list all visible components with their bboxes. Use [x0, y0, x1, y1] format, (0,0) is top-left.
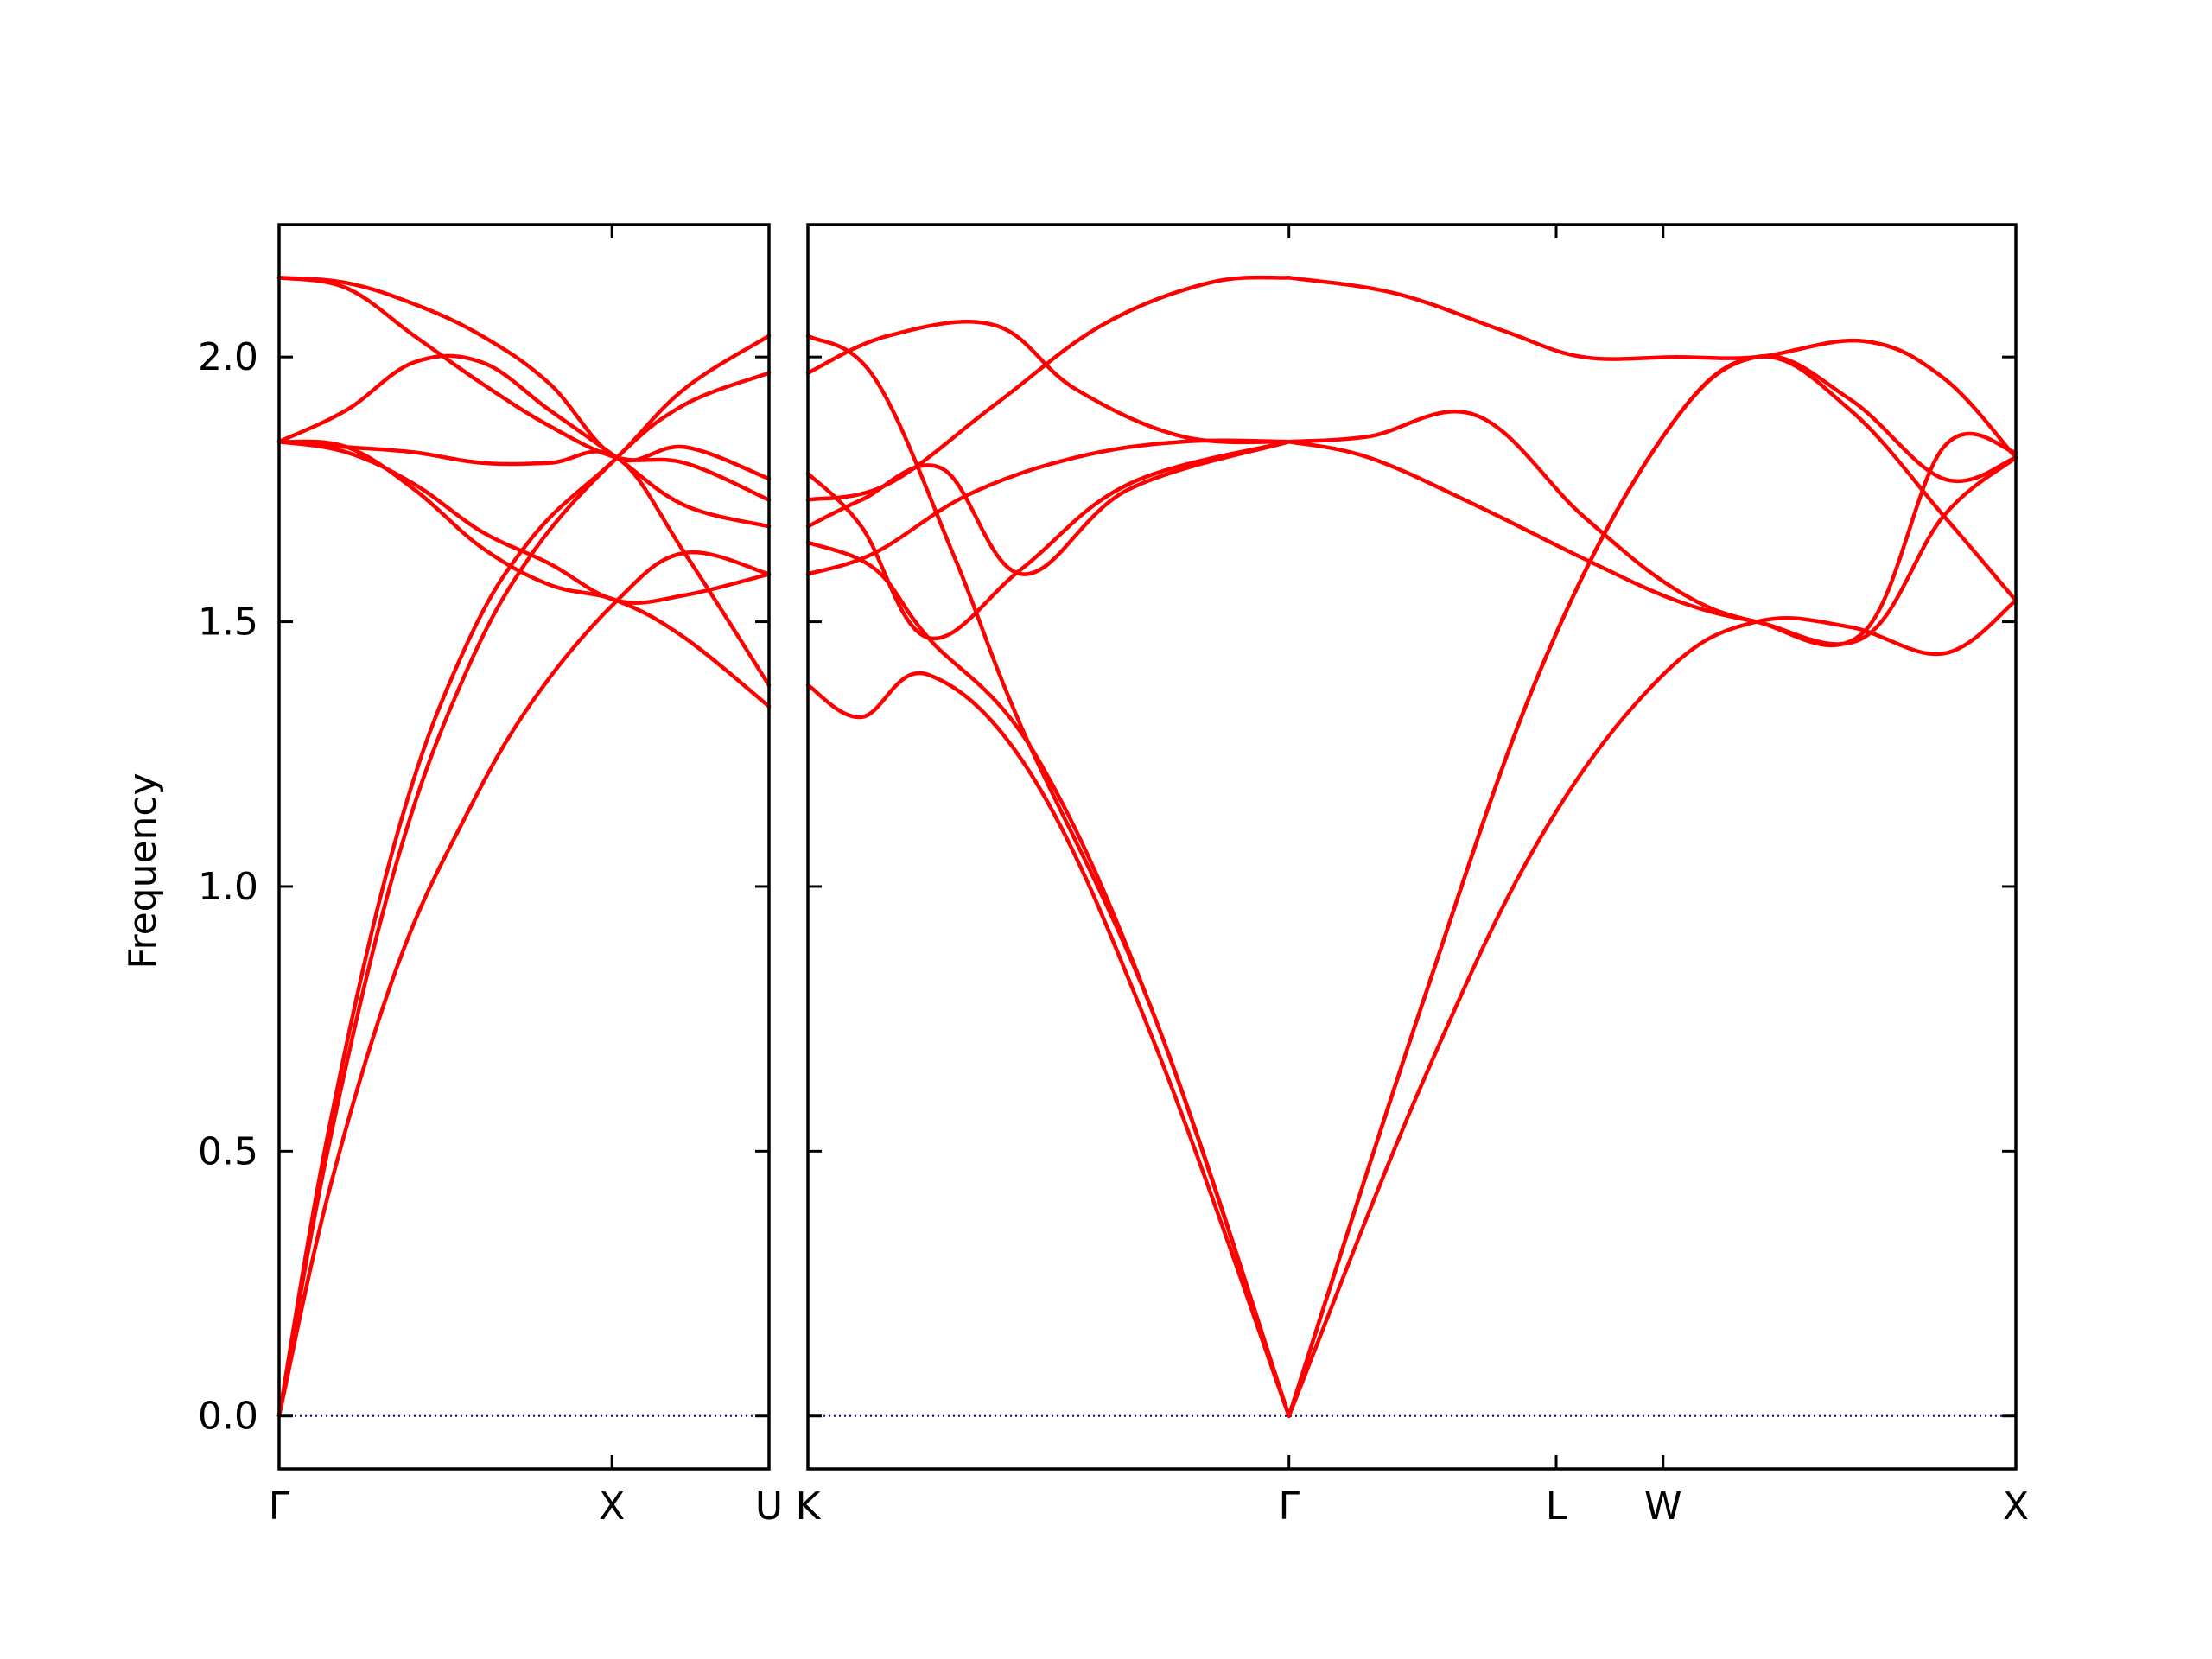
y-tick-label: 0.0 [198, 1395, 258, 1439]
y-tick-label: 0.5 [198, 1129, 258, 1173]
x-tick-label: X [599, 1484, 625, 1529]
x-tick-label: K [796, 1484, 822, 1529]
x-tick-label: Γ [1278, 1484, 1300, 1529]
phonon-band-2-10 [1287, 354, 2018, 1418]
x-tick-label: X [2003, 1484, 2029, 1529]
phonon-band-2-5 [805, 439, 1291, 576]
phonon-band-2-11 [1287, 353, 2018, 1418]
phonon-band-2-9 [1287, 598, 2018, 1418]
phonon-band-1-4 [276, 439, 772, 709]
phonon-band-2-1 [805, 671, 1291, 1418]
phonon-band-1-5 [276, 439, 772, 605]
phonon-band-2-14 [1287, 276, 2018, 460]
phonon-band-2-8 [805, 275, 1291, 502]
phonon-band-2-7 [805, 320, 1291, 445]
y-tick-label: 2.0 [198, 335, 258, 379]
phonon-band-1-6 [276, 439, 772, 688]
phonon-band-1-3 [276, 334, 772, 1418]
phonon-band-1-9 [276, 276, 772, 481]
phonon-band-1-2 [276, 371, 772, 1418]
plot-frame [277, 223, 771, 1471]
phonon-band-1-8 [276, 276, 772, 502]
plot-frame [806, 223, 2018, 1471]
panel-left: 0.0 0.5 1.0 1.5 2.0 Γ X U [198, 223, 783, 1529]
y-tick-label: 1.0 [198, 865, 258, 909]
x-tick-label: W [1644, 1484, 1682, 1529]
phonon-band-2-12 [1287, 439, 2018, 646]
x-tick-label: L [1546, 1484, 1567, 1529]
phonon-band-2-4 [805, 439, 1291, 641]
x-tick-label: Γ [269, 1484, 290, 1529]
phonon-band-2-13 [1287, 410, 2018, 648]
y-axis-label: Frequency [121, 772, 165, 969]
phonon-band-2-3 [805, 334, 1291, 1418]
phonon-band-1-1 [276, 550, 772, 1418]
y-tick-label: 1.5 [198, 601, 258, 645]
x-tick-label: U [755, 1484, 783, 1529]
phonon-band-1-7 [276, 353, 772, 529]
phonon-band-2-2 [805, 540, 1291, 1418]
